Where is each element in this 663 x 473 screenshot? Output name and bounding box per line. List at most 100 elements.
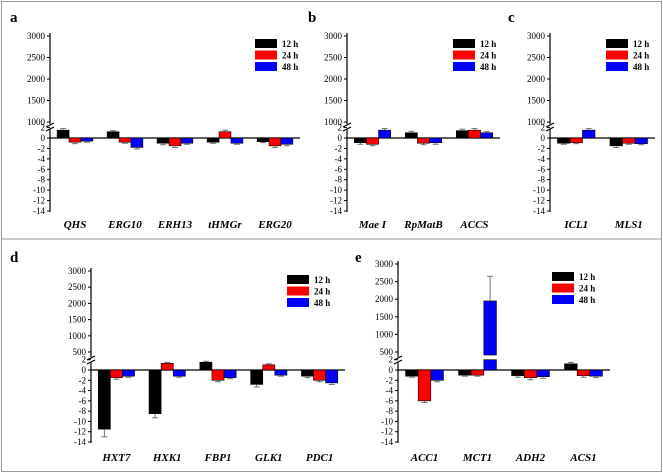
y-tick-label: 2000	[527, 74, 546, 84]
y-tick-label: -8	[335, 175, 343, 185]
y-tick-label: 2500	[27, 53, 46, 63]
y-tick-label: 2	[41, 123, 46, 133]
legend-swatch	[552, 272, 574, 281]
panel-d: d 500 1000 1500 2000 2500 3000 20-2-4-6-8-10-12…	[10, 250, 345, 464]
legend-swatch	[287, 286, 309, 296]
bar-ACC1-24 h	[417, 369, 432, 402]
category-label: HXT7	[101, 452, 131, 464]
axis-break-mark	[45, 126, 55, 132]
legend-swatch	[606, 39, 628, 48]
axis-break-mark	[342, 126, 352, 132]
bar-ERG20-48 h	[280, 137, 294, 145]
bar-ACCS-48 h	[480, 132, 494, 139]
y-tick-label: 1500	[527, 96, 546, 106]
bar-ADH2-24 h	[523, 369, 538, 379]
y-tick-label: 3000	[324, 31, 343, 41]
bar-ERH13-12 h	[156, 137, 170, 144]
y-tick-label: -8	[38, 175, 46, 185]
bar-Mae I-24 h	[366, 137, 379, 145]
bar-ERH13-48 h	[180, 137, 194, 144]
legend-label: 12 h	[282, 39, 298, 49]
legend-label: 48 h	[314, 298, 330, 308]
bar-HXT7-48 h	[122, 369, 135, 377]
y-tick-label: -14	[33, 206, 45, 216]
bar-tHMGr-48 h	[230, 137, 244, 144]
bar-GLK1-12 h	[250, 369, 264, 385]
legend-label: 48 h	[282, 62, 298, 72]
legend-label: 12 h	[579, 272, 595, 282]
bar-MLS1-48 h	[634, 137, 648, 145]
y-tick-label: -12	[33, 196, 45, 206]
y-tick-label: 2000	[27, 74, 46, 84]
category-label: GLK1	[255, 452, 283, 464]
y-tick-label: 2	[541, 123, 546, 133]
axis-break-mark	[545, 126, 555, 132]
y-tick-label: -4	[538, 154, 546, 164]
axis-break-mark	[86, 359, 96, 365]
bar-ADH2-12 h	[511, 369, 525, 376]
y-tick-label: -8	[386, 406, 394, 416]
bar-GLK1-24 h	[262, 364, 276, 371]
category-label: HXK1	[152, 452, 182, 464]
y-tick-label: -6	[538, 164, 546, 174]
y-tick-label: 1000	[27, 117, 46, 127]
category-label: ERH13	[157, 219, 193, 231]
legend-label: 48 h	[480, 62, 496, 72]
legend-swatch	[453, 62, 475, 71]
y-tick-label: 2500	[375, 277, 394, 287]
y-tick-label: -2	[335, 143, 343, 153]
bar-MCT1-48 h	[483, 359, 497, 371]
y-tick-label: 2	[389, 355, 394, 365]
y-tick-label: 1000	[68, 331, 87, 341]
panel-letter: e	[355, 250, 362, 266]
category-label: ICL1	[563, 219, 588, 231]
legend-label: 48 h	[633, 62, 649, 72]
y-tick-label: -10	[533, 185, 545, 195]
y-tick-label: 2500	[527, 53, 546, 63]
bar-FBP1-24 h	[211, 369, 225, 381]
category-label: FBP1	[204, 452, 232, 464]
y-tick-label: 500	[73, 347, 87, 357]
y-tick-label: 2	[338, 123, 343, 133]
legend-label: 12 h	[633, 39, 649, 49]
y-tick-label: -4	[386, 386, 394, 396]
legend-label: 24 h	[633, 51, 649, 61]
legend-swatch	[552, 283, 574, 293]
legend-swatch	[287, 275, 309, 284]
y-tick-label: -4	[38, 154, 46, 164]
y-tick-label: 1500	[68, 315, 87, 325]
y-tick-label: -4	[79, 386, 87, 396]
y-tick-label: -6	[38, 164, 46, 174]
legend-swatch	[453, 39, 475, 48]
category-label: tHMGr	[208, 219, 242, 231]
axis-break-mark	[393, 359, 403, 365]
y-tick-label: 2500	[324, 53, 343, 63]
y-tick-label: 0	[82, 365, 87, 375]
bar-MLS1-12 h	[609, 137, 623, 147]
legend-swatch	[606, 50, 628, 60]
y-tick-label: -6	[79, 396, 87, 406]
y-tick-label: 3000	[68, 266, 87, 276]
y-tick-label: -2	[79, 375, 87, 385]
panel-letter: a	[10, 10, 18, 26]
bar-QHS-24 h	[68, 137, 82, 143]
bar-MLS1-24 h	[622, 137, 636, 144]
bar-FBP1-48 h	[223, 369, 237, 379]
bar-ICL1-12 h	[557, 137, 571, 144]
category-label: RpMatB	[403, 219, 443, 231]
bar-ACCS-24 h	[468, 129, 481, 139]
y-tick-label: 0	[338, 133, 343, 143]
y-tick-label: 1500	[27, 96, 46, 106]
category-label: MLS1	[614, 219, 643, 231]
y-tick-label: -10	[33, 185, 45, 195]
legend-swatch	[255, 62, 277, 71]
bar-MCT1-12 h	[458, 369, 472, 376]
bar-Mae I-48 h	[378, 129, 392, 139]
y-tick-label: -14	[381, 437, 393, 447]
bar-ICL1-48 h	[582, 129, 596, 139]
bar-HXK1-24 h	[160, 363, 174, 371]
bar-Mae I-12 h	[353, 137, 367, 143]
category-label: ACC1	[410, 452, 439, 464]
axis-break-mark	[545, 122, 555, 128]
